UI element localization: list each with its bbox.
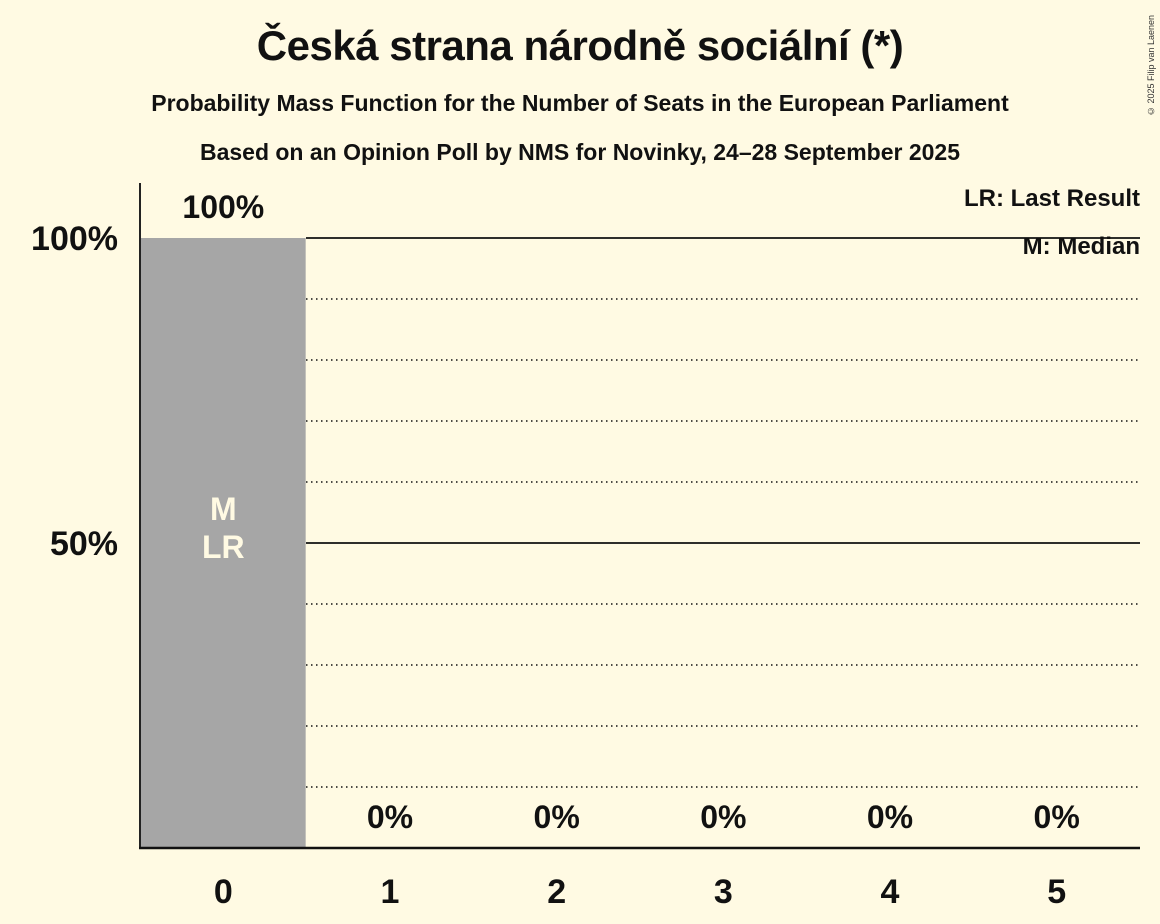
bar-value-label: 0% (700, 799, 746, 835)
bar-value-label: 100% (182, 189, 264, 225)
chart-subtitle: Probability Mass Function for the Number… (151, 90, 1009, 116)
y-tick-label: 100% (31, 220, 118, 258)
x-tick-label: 3 (714, 873, 733, 911)
bar-seat-0 (141, 238, 306, 848)
bar-value-label: 0% (867, 799, 913, 835)
chart-source: Based on an Opinion Poll by NMS for Novi… (199, 139, 961, 165)
y-tick-label: 50% (50, 525, 118, 563)
bar-value-label: 0% (367, 799, 413, 835)
x-tick-label: 1 (381, 873, 400, 911)
bar-value-label: 0% (534, 799, 580, 835)
x-tick-label: 4 (881, 873, 900, 911)
x-tick-label: 2 (547, 873, 566, 911)
x-tick-label: 0 (214, 873, 233, 911)
chart-title: Česká strana národně sociální (*) (256, 22, 904, 69)
bar-value-label: 0% (1034, 799, 1080, 835)
bar-annotation-lr: LR (202, 529, 245, 565)
x-tick-label: 5 (1047, 873, 1066, 911)
bar-annotation-m: M (210, 491, 237, 527)
legend-last-result: LR: Last Result (963, 185, 1140, 212)
